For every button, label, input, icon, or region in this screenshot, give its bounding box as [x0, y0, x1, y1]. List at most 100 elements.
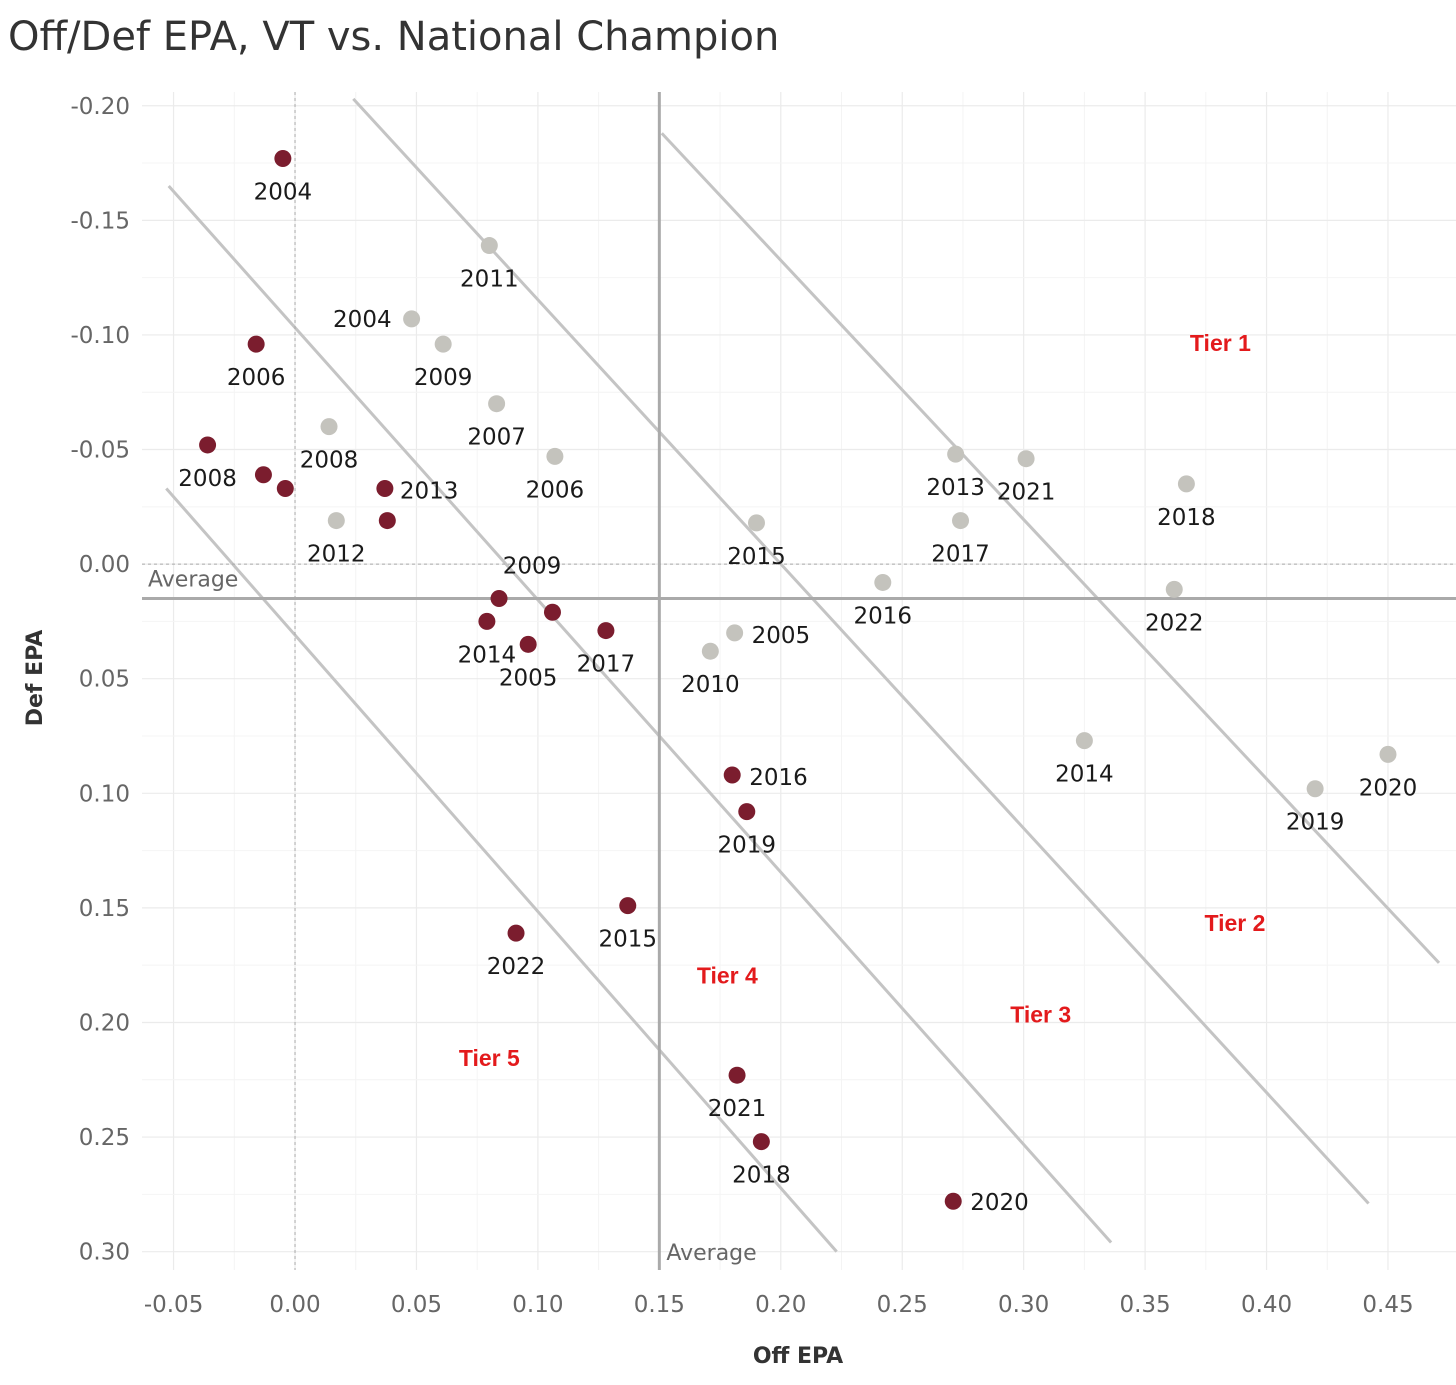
x-tick-label: 0.35: [1119, 1292, 1170, 1318]
champion-point: [874, 573, 892, 591]
vt-point-label: 2013: [400, 478, 459, 504]
x-tick-label: 0.10: [512, 1292, 563, 1318]
champion-point-label: 2013: [926, 475, 985, 501]
x-tick-label: 0.15: [634, 1292, 685, 1318]
champion-point-label: 2008: [300, 448, 359, 474]
vt-point: [378, 512, 396, 530]
x-tick-label: 0.40: [1241, 1292, 1292, 1318]
champion-point-label: 2010: [681, 672, 740, 698]
data-points: [199, 149, 1397, 1210]
vt-point: [543, 603, 561, 621]
champion-point-label: 2015: [727, 544, 786, 570]
vt-point: [507, 924, 525, 942]
tier-label: Tier 5: [459, 1045, 520, 1071]
y-tick-label: 0.05: [79, 667, 130, 693]
champion-point-label: 2009: [414, 365, 473, 391]
vt-point: [199, 436, 217, 454]
vt-point: [944, 1192, 962, 1210]
y-tick-label: 0.30: [79, 1240, 130, 1266]
champion-point: [327, 512, 345, 530]
vt-point-label: 2014: [458, 642, 517, 668]
vt-point-label: 2019: [718, 833, 777, 859]
champion-point-label: 2014: [1055, 762, 1114, 788]
x-tick-label: -0.05: [144, 1292, 204, 1318]
vt-point-label: 2021: [708, 1096, 767, 1122]
vt-point-label: 2016: [749, 765, 808, 791]
champion-point: [947, 445, 965, 463]
vt-point-label: 2005: [499, 665, 558, 691]
y-tick-label: 0.20: [79, 1010, 130, 1036]
y-tick-label: -0.10: [70, 323, 130, 349]
tier-lines: [165, 97, 1441, 1253]
champion-point: [952, 512, 970, 530]
average-horizontal-label: Average: [148, 567, 238, 592]
vt-point: [752, 1133, 770, 1151]
vt-point-label: 2022: [487, 954, 546, 980]
vt-point-label: 2009: [503, 553, 562, 579]
y-tick-label: 0.10: [79, 781, 130, 807]
x-tick-label: 0.20: [755, 1292, 806, 1318]
vt-point-label: 2004: [254, 179, 313, 205]
x-tick-label: 0.25: [877, 1292, 928, 1318]
vt-point: [619, 897, 637, 915]
gridlines: [142, 92, 1456, 1270]
champion-point: [1075, 732, 1093, 750]
champion-point-label: 2007: [467, 425, 526, 451]
champion-point-label: 2011: [460, 267, 519, 293]
champion-point-label: 2006: [526, 477, 585, 503]
tier-boundary-line: [167, 184, 1113, 1244]
y-axis-title: Def EPA: [23, 630, 48, 727]
y-tick-label: -0.05: [70, 438, 130, 464]
x-axis-title: Off EPA: [753, 1344, 843, 1369]
vt-point: [597, 622, 615, 640]
tier-boundary-line: [352, 97, 1370, 1205]
x-tick-label: 0.45: [1362, 1292, 1413, 1318]
reference-lines: Average Average: [142, 92, 1456, 1270]
champion-point-label: 2021: [997, 480, 1056, 506]
vt-point: [276, 479, 294, 497]
tier-label: Tier 2: [1204, 910, 1265, 936]
vt-point: [490, 589, 508, 607]
vt-point-label: 2017: [577, 652, 636, 678]
x-tick-label: 0.00: [269, 1292, 320, 1318]
y-tick-label: 0.00: [79, 552, 130, 578]
champion-point-label: 2005: [752, 623, 811, 649]
x-tick-label: 0.05: [391, 1292, 442, 1318]
vt-point: [478, 612, 496, 630]
champion-point: [546, 447, 564, 465]
champion-point: [480, 237, 498, 255]
champion-point-label: 2016: [854, 603, 913, 629]
champion-point-label: 2019: [1286, 810, 1345, 836]
y-tick-label: -0.20: [70, 94, 130, 120]
vt-point: [519, 635, 537, 653]
champion-point: [1165, 580, 1183, 598]
y-tick-label: 0.15: [79, 896, 130, 922]
vt-point: [738, 803, 756, 821]
vt-point-label: 2006: [227, 365, 286, 391]
champion-point: [1306, 780, 1324, 798]
vt-point-label: 2008: [178, 466, 237, 492]
champion-point-label: 2017: [931, 542, 990, 568]
champion-point: [1379, 745, 1397, 763]
champion-point: [701, 642, 719, 660]
axis-ticks: -0.05 0.00 0.05 0.10 0.15 0.20 0.25 0.30 0.35 0.4…: [70, 94, 1413, 1318]
tier-label: Tier 3: [1010, 1001, 1071, 1027]
tier-labels: Tier 1 Tier 2 Tier 3 Tier 4 Tier 5: [459, 330, 1266, 1071]
y-tick-label: 0.25: [79, 1125, 130, 1151]
champion-point: [488, 395, 506, 413]
vt-point-label: 2018: [732, 1163, 791, 1189]
y-tick-label: -0.15: [70, 208, 130, 234]
champion-point: [320, 418, 338, 436]
vt-point: [254, 466, 272, 484]
vt-point: [274, 149, 292, 167]
champion-point: [403, 310, 421, 328]
vt-point: [376, 479, 394, 497]
champion-point: [434, 335, 452, 353]
tier-label: Tier 4: [697, 963, 758, 989]
champion-point: [726, 624, 744, 642]
champion-point-label: 2018: [1157, 505, 1216, 531]
champion-point: [1017, 450, 1035, 468]
tier-boundary-line: [165, 487, 838, 1253]
